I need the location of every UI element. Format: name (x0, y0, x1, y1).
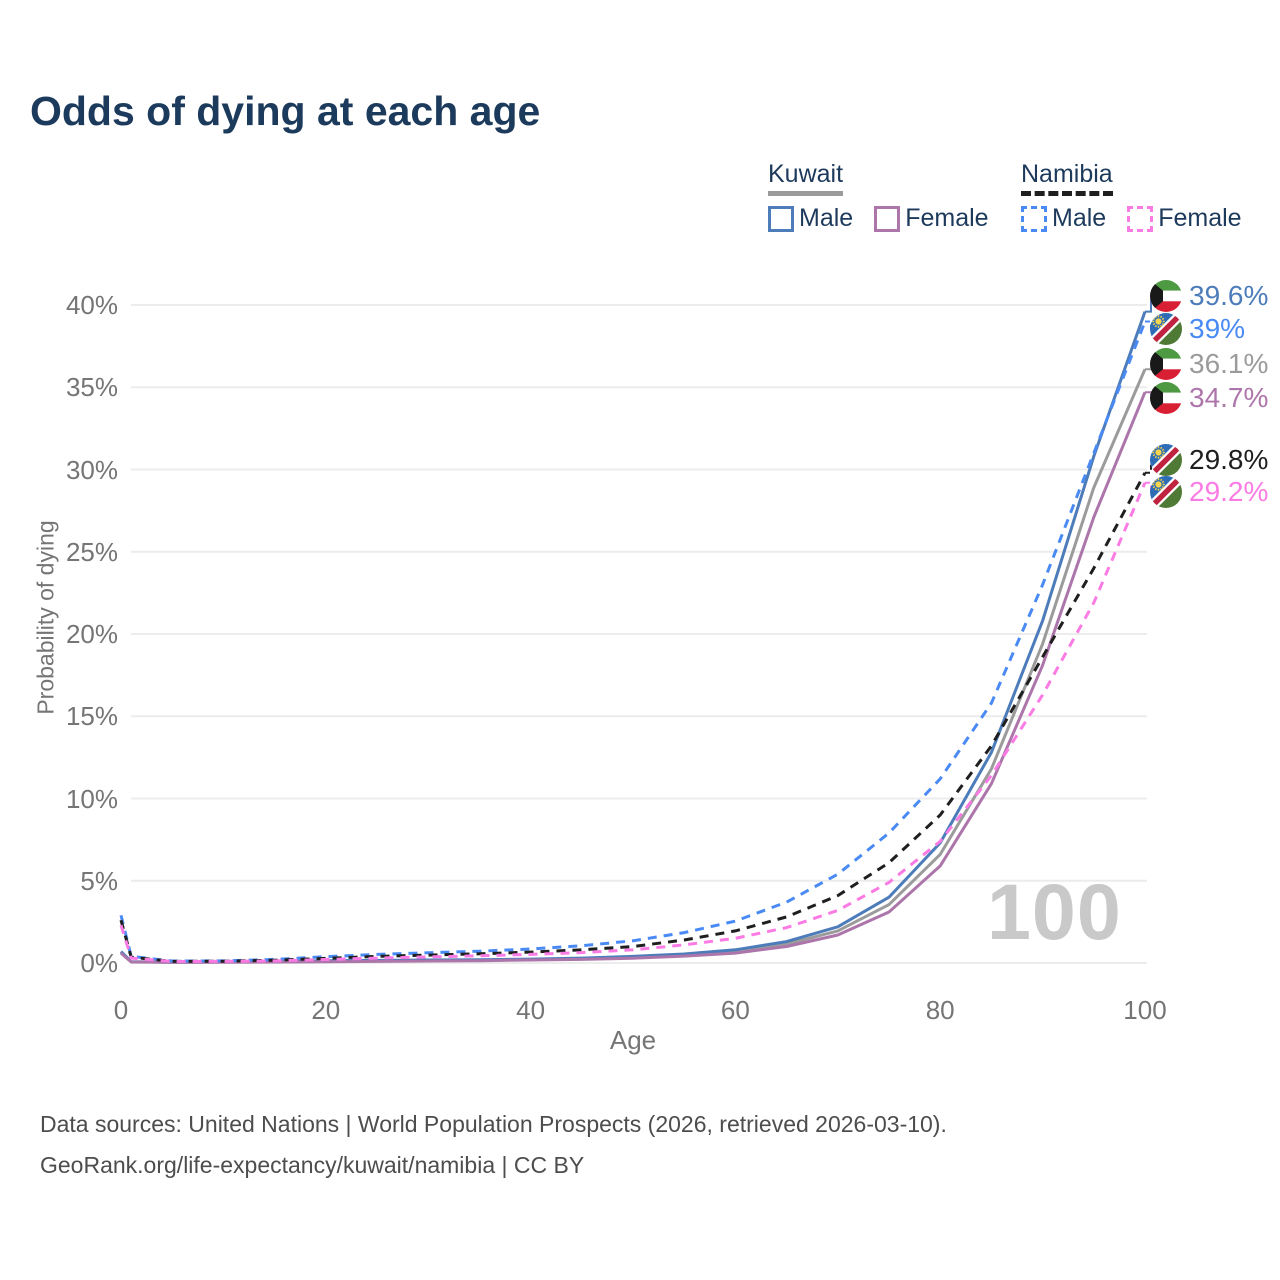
footer-attribution: GeoRank.org/life-expectancy/kuwait/namib… (40, 1152, 585, 1178)
line-chart (119, 295, 1158, 964)
x-axis-title: Age (609, 1025, 657, 1055)
legend-label-namibia-female: Female (1158, 204, 1242, 232)
legend-title-kuwait[interactable]: Kuwait (768, 160, 844, 196)
y-tick-label: 25% (65, 536, 118, 567)
series-line-namibia-all (119, 472, 1147, 963)
namibia-flag-icon (1150, 444, 1182, 476)
y-axis-title: Probability of dying (32, 520, 59, 715)
end-label-value: 29.8% (1189, 444, 1269, 475)
legend-label-namibia-male: Male (1052, 204, 1107, 232)
x-tick-label: 100 (1123, 995, 1167, 1025)
end-label-kuwait-all: 36.1% (1150, 348, 1268, 380)
end-label-kuwait-female: 34.7% (1150, 382, 1268, 414)
x-tick-label: 20 (311, 995, 341, 1025)
end-label-value: 39.6% (1189, 280, 1269, 311)
kuwait-flag-icon (1150, 382, 1182, 414)
x-tick-label: 40 (516, 995, 546, 1025)
end-label-kuwait-male: 39.6% (1150, 280, 1268, 312)
y-tick-label: 35% (65, 372, 118, 403)
y-tick-label: 20% (65, 619, 118, 649)
y-tick-label: 40% (65, 290, 118, 320)
x-tick-label: 80 (925, 995, 955, 1025)
legend-item-kuwait-male[interactable]: Male (768, 204, 853, 233)
legend-item-namibia-female[interactable]: Female (1127, 204, 1242, 233)
end-label-namibia-male: 39% (1150, 313, 1245, 345)
y-tick-label: 0% (80, 948, 118, 978)
x-tick-label: 0 (113, 995, 129, 1025)
legend-title-namibia[interactable]: Namibia (1021, 160, 1113, 196)
age-watermark: 100 (987, 867, 1122, 956)
legend-label-kuwait-male: Male (799, 204, 854, 232)
x-tick-label: 60 (720, 995, 750, 1025)
end-label-value: 34.7% (1189, 382, 1269, 413)
end-label-value: 36.1% (1189, 348, 1269, 379)
kuwait-flag-icon (1150, 280, 1182, 312)
end-label-value: 29.2% (1189, 476, 1269, 507)
kuwait-flag-icon (1150, 348, 1182, 380)
kuwait-female-swatch-icon (874, 205, 901, 232)
legend-group-namibia: Namibia Male Female (1021, 160, 1242, 233)
end-label-value: 39% (1189, 313, 1246, 344)
y-tick-label: 30% (65, 454, 118, 485)
end-label-namibia-female: 29.2% (1150, 476, 1268, 508)
y-tick-label: 10% (65, 783, 118, 814)
y-tick-label: 15% (65, 701, 118, 732)
y-tick-label: 5% (80, 865, 118, 896)
legend-item-namibia-male[interactable]: Male (1021, 204, 1106, 233)
series-line-kuwait-male (119, 311, 1147, 964)
namibia-male-swatch-icon (1021, 205, 1047, 232)
footer-sources: Data sources: United Nations | World Pop… (40, 1111, 947, 1137)
legend-group-kuwait: Kuwait Male Female (768, 160, 989, 233)
end-label-namibia-all: 29.8% (1150, 444, 1268, 476)
legend-label-kuwait-female: Female (905, 204, 989, 232)
kuwait-male-swatch-icon (768, 205, 794, 232)
namibia-female-swatch-icon (1127, 205, 1154, 232)
legend-item-kuwait-female[interactable]: Female (874, 204, 989, 233)
namibia-flag-icon (1150, 476, 1182, 508)
series-line-namibia-female (119, 482, 1147, 963)
footer: Data sources: United Nations | World Pop… (40, 1104, 947, 1186)
namibia-flag-icon (1150, 313, 1182, 345)
page-title: Odds of dying at each age (30, 88, 541, 134)
